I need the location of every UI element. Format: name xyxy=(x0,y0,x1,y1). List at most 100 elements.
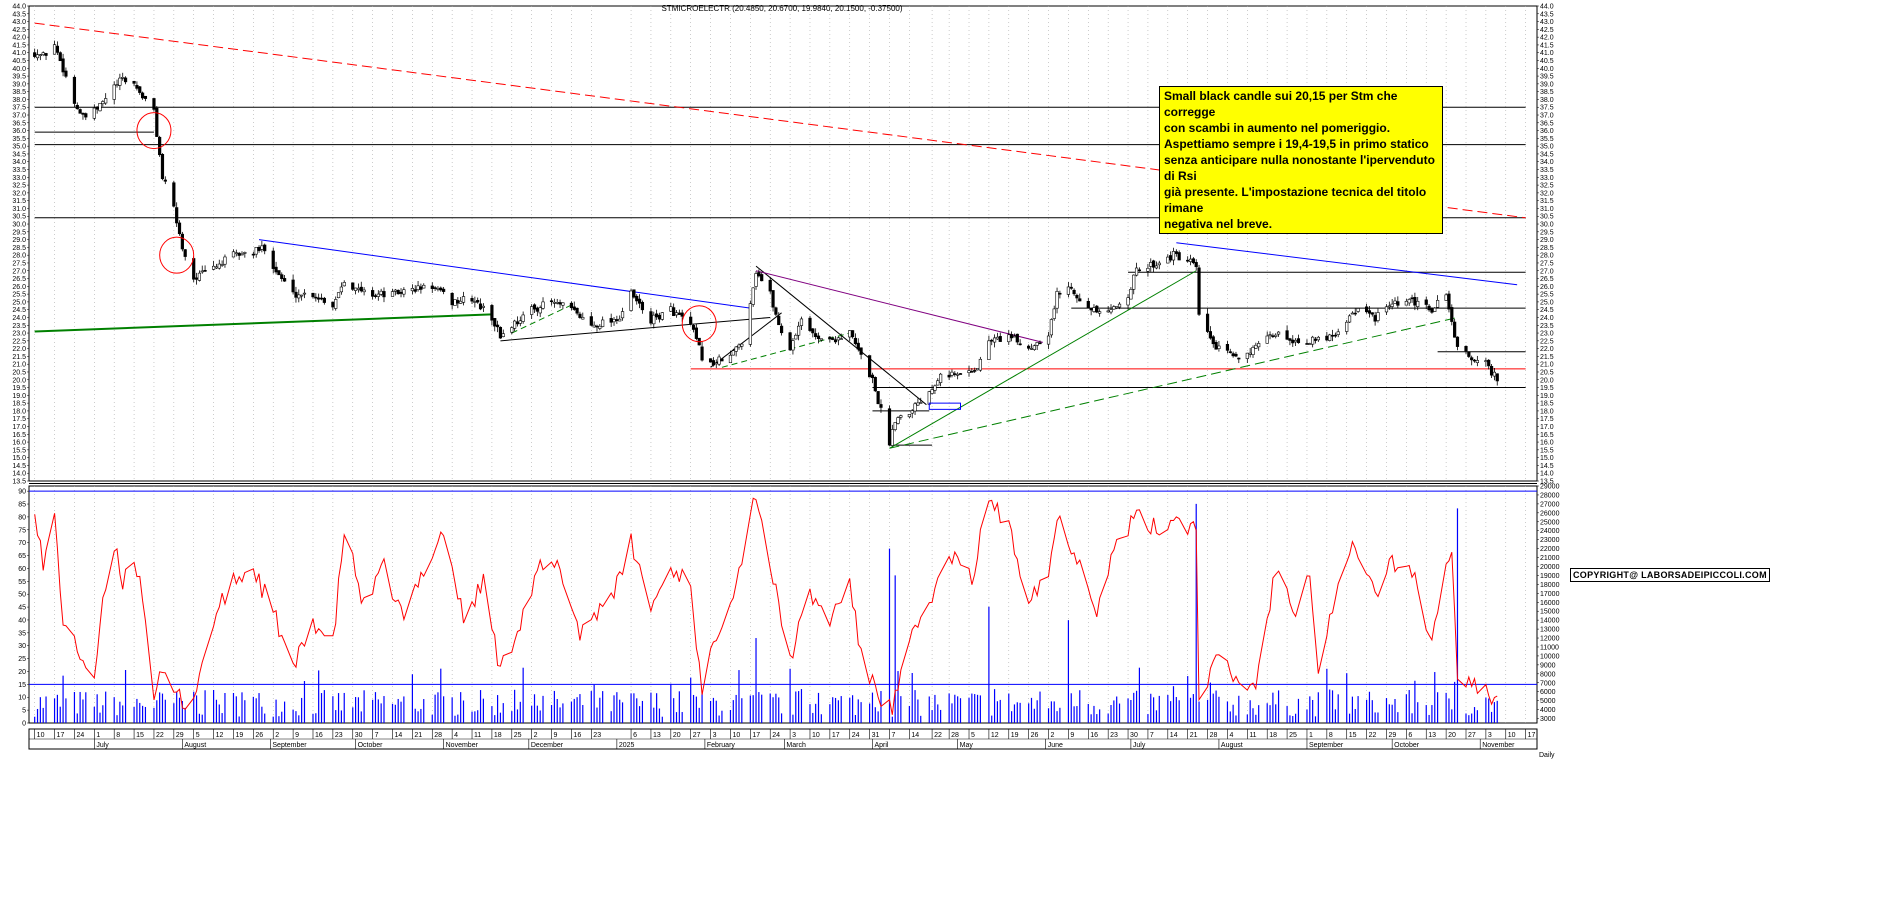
candle-body xyxy=(1453,321,1457,338)
price-tick-left: 18.5 xyxy=(12,401,26,408)
candle-body xyxy=(399,291,403,294)
candle-body xyxy=(1075,294,1079,299)
candle-body xyxy=(669,306,673,312)
candle-body xyxy=(561,302,565,306)
price-tick-left: 20.5 xyxy=(12,369,26,376)
candle-body xyxy=(183,249,187,257)
candle-body xyxy=(513,320,517,329)
candle-body xyxy=(211,265,216,270)
price-tick-right: 19.5 xyxy=(1540,385,1554,392)
candle-body xyxy=(609,318,613,323)
price-tick-right: 38.5 xyxy=(1540,89,1554,96)
candle-body xyxy=(620,311,625,319)
candle-body xyxy=(637,298,642,304)
candle-body xyxy=(1149,262,1153,267)
candle-body xyxy=(978,358,982,371)
candle-body xyxy=(751,287,755,305)
x-tick-label: 23 xyxy=(593,732,601,739)
candle-body xyxy=(237,252,241,256)
candle-body xyxy=(84,113,88,118)
candle-body xyxy=(342,282,346,287)
candle-body xyxy=(1492,371,1497,377)
candle-body xyxy=(1115,306,1119,309)
price-tick-right: 40.0 xyxy=(1540,66,1554,73)
candle-body xyxy=(950,371,954,376)
candle-body xyxy=(691,325,696,330)
x-tick-label: 1 xyxy=(96,732,100,739)
candle-body xyxy=(495,324,500,328)
price-tick-left: 40.0 xyxy=(12,66,26,73)
candle-body xyxy=(998,336,1002,342)
volume-tick-label: 17000 xyxy=(1540,591,1560,598)
candle-body xyxy=(655,313,659,318)
candle-body xyxy=(1484,360,1488,362)
price-tick-right: 35.0 xyxy=(1540,144,1554,151)
candle-body xyxy=(433,287,437,289)
candle-body xyxy=(615,319,619,321)
rsi-tick-label: 85 xyxy=(18,502,26,509)
rsi-tick-label: 30 xyxy=(18,643,26,650)
candle-body xyxy=(1305,343,1309,345)
x-tick-label: 23 xyxy=(335,732,343,739)
month-label: July xyxy=(1133,742,1146,749)
candle-body xyxy=(674,312,679,316)
x-tick-label: 27 xyxy=(1468,732,1476,739)
candle-body xyxy=(947,374,951,378)
month-label: March xyxy=(786,742,806,749)
candle-body xyxy=(33,52,37,57)
candle-body xyxy=(1333,334,1337,337)
candle-body xyxy=(779,325,784,334)
price-tick-right: 30.0 xyxy=(1540,222,1554,229)
price-tick-right: 37.0 xyxy=(1540,113,1554,120)
month-label: August xyxy=(1221,742,1243,749)
candle-body xyxy=(1407,299,1411,304)
candle-body xyxy=(808,317,812,331)
x-tick-label: 13 xyxy=(1428,732,1436,739)
volume-tick-label: 5000 xyxy=(1540,698,1556,705)
candle-body xyxy=(61,58,65,73)
candle-body xyxy=(819,338,823,341)
x-tick-label: 10 xyxy=(812,732,820,739)
month-label: September xyxy=(272,742,307,749)
rsi-tick-label: 75 xyxy=(18,527,26,534)
candle-body xyxy=(501,333,505,337)
price-tick-left: 44.0 xyxy=(12,4,26,11)
x-tick-label: 8 xyxy=(116,732,120,739)
candle-body xyxy=(680,312,684,317)
candle-body xyxy=(152,98,156,110)
candle-body xyxy=(172,182,176,207)
candle-body xyxy=(38,54,42,56)
candle-body xyxy=(200,270,204,273)
price-tick-left: 21.0 xyxy=(12,362,26,369)
candle-body xyxy=(558,302,562,305)
candle-body xyxy=(973,370,977,372)
candle-body xyxy=(953,373,957,375)
candle-body xyxy=(777,315,781,326)
candle-body xyxy=(1396,301,1400,306)
x-tick-label: 22 xyxy=(934,732,942,739)
price-tick-right: 22.0 xyxy=(1540,346,1554,353)
candle-body xyxy=(55,45,59,53)
rsi-tick-label: 20 xyxy=(18,669,26,676)
candle-body xyxy=(532,304,537,310)
candle-body xyxy=(1489,365,1494,376)
candle-body xyxy=(1225,344,1230,351)
candle-body xyxy=(155,107,159,137)
candle-body xyxy=(112,84,116,100)
candle-body xyxy=(1328,334,1332,341)
candle-body xyxy=(689,316,693,324)
candle-body xyxy=(1376,312,1380,321)
candle-body xyxy=(95,106,99,110)
price-tick-left: 22.0 xyxy=(12,346,26,353)
candle-body xyxy=(390,291,395,297)
candle-body xyxy=(1410,297,1414,300)
candle-body xyxy=(121,77,125,79)
candle-body xyxy=(132,80,136,84)
candle-body xyxy=(581,317,585,320)
trendline xyxy=(889,270,1197,449)
rsi-tick-label: 40 xyxy=(18,617,26,624)
candle-body xyxy=(930,389,934,394)
price-tick-right: 27.5 xyxy=(1540,260,1554,267)
candle-body xyxy=(748,303,752,345)
candle-body xyxy=(720,358,724,362)
